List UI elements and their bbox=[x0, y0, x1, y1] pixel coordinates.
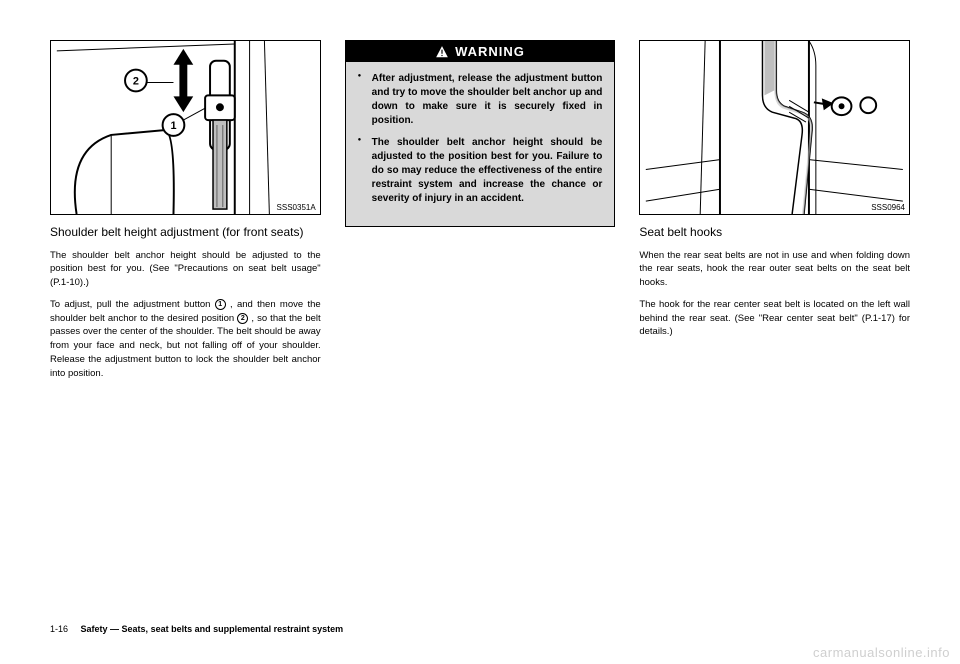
left-para-2: To adjust, pull the adjustment button 1 … bbox=[50, 298, 321, 381]
warning-title: WARNING bbox=[455, 44, 525, 59]
warning-box: WARNING After adjustment, release the ad… bbox=[345, 40, 616, 227]
warning-item: After adjustment, release the adjustment… bbox=[358, 72, 603, 128]
footer-section-title: Safety — Seats, seat belts and supplemen… bbox=[81, 624, 344, 634]
page-footer: 1-16 Safety — Seats, seat belts and supp… bbox=[50, 624, 343, 634]
watermark: carmanualsonline.info bbox=[813, 645, 950, 660]
illus-code-right: SSS0964 bbox=[871, 203, 905, 212]
right-heading: Seat belt hooks bbox=[639, 225, 910, 241]
warning-header: WARNING bbox=[346, 41, 615, 62]
page-number: 1-16 bbox=[50, 624, 68, 634]
shoulder-belt-drawing: 2 1 bbox=[51, 41, 320, 214]
right-column: SSS0964 Seat belt hooks When the rear se… bbox=[639, 40, 910, 600]
left-p2a: To adjust, pull the adjustment button bbox=[50, 299, 215, 310]
svg-text:2: 2 bbox=[133, 75, 139, 87]
marker-2-inline: 2 bbox=[237, 313, 248, 324]
page-container: 2 1 SSS0351A Shoulder belt height adjust… bbox=[50, 40, 910, 600]
middle-column: WARNING After adjustment, release the ad… bbox=[345, 40, 616, 600]
right-para-2: The hook for the rear center seat belt i… bbox=[639, 298, 910, 339]
svg-text:1: 1 bbox=[170, 120, 176, 132]
illustration-left: 2 1 SSS0351A bbox=[50, 40, 321, 215]
right-para-1: When the rear seat belts are not in use … bbox=[639, 249, 910, 290]
illus-code-left: SSS0351A bbox=[277, 203, 316, 212]
left-para-1: The shoulder belt anchor height should b… bbox=[50, 249, 321, 290]
illustration-right: SSS0964 bbox=[639, 40, 910, 215]
marker-1-inline: 1 bbox=[215, 299, 226, 310]
warning-item: The shoulder belt anchor height should b… bbox=[358, 136, 603, 206]
left-column: 2 1 SSS0351A Shoulder belt height adjust… bbox=[50, 40, 321, 600]
left-heading: Shoulder belt height adjustment (for fro… bbox=[50, 225, 321, 241]
warning-body: After adjustment, release the adjustment… bbox=[346, 62, 615, 226]
warning-triangle-icon bbox=[435, 45, 449, 59]
seat-belt-hook-drawing bbox=[640, 41, 909, 214]
